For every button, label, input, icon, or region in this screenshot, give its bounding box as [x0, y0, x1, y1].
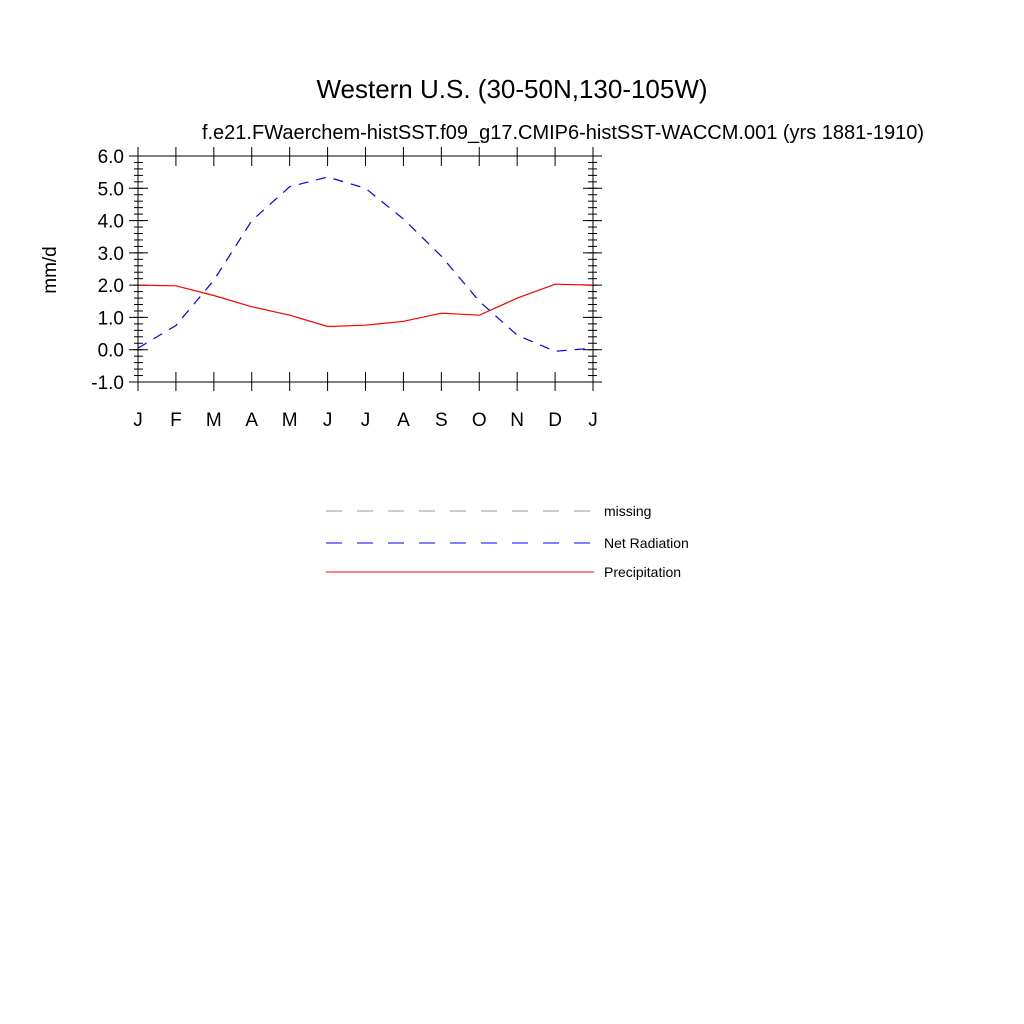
y-tick-label: 4.0	[98, 212, 124, 233]
plot-frame	[137, 155, 594, 383]
y-tick-label: 0.0	[98, 341, 124, 362]
x-tick-label: J	[133, 410, 143, 431]
y-tick-label: 6.0	[98, 147, 124, 168]
y-tick-label: 3.0	[98, 244, 124, 265]
chart-subtitle: f.e21.FWaerchem-histSST.f09_g17.CMIP6-hi…	[202, 122, 924, 144]
x-tick-label: J	[588, 410, 598, 431]
legend-label: missing	[604, 503, 651, 519]
x-tick-label: J	[323, 410, 333, 431]
axis-ticks	[129, 147, 602, 391]
x-tick-label: A	[397, 410, 410, 431]
y-tick-label: 1.0	[98, 308, 124, 329]
y-tick-label: -1.0	[91, 373, 124, 394]
x-tick-label: J	[361, 410, 371, 431]
x-tick-label: N	[510, 410, 524, 431]
x-tick-label: M	[206, 410, 222, 431]
series-layer	[137, 176, 594, 352]
x-tick-label: A	[245, 410, 258, 431]
x-tick-label: O	[472, 410, 487, 431]
x-tick-label: S	[435, 410, 448, 431]
legend: missing Net Radiation Precipitation	[326, 503, 689, 580]
legend-label: Precipitation	[604, 564, 681, 580]
legend-label: Net Radiation	[604, 535, 689, 551]
y-tick-label: 2.0	[98, 276, 124, 297]
chart-title: Western U.S. (30-50N,130-105W)	[316, 74, 707, 104]
x-tick-label: D	[548, 410, 562, 431]
x-tick-label: M	[282, 410, 298, 431]
y-tick-label: 5.0	[98, 179, 124, 200]
series-line-precipitation	[137, 283, 594, 328]
x-tick-label: F	[170, 410, 182, 431]
y-tick-labels: 6.0 5.0 4.0 3.0 2.0 1.0 0.0 -1.0	[91, 147, 124, 394]
y-axis-title: mm/d	[40, 246, 61, 294]
